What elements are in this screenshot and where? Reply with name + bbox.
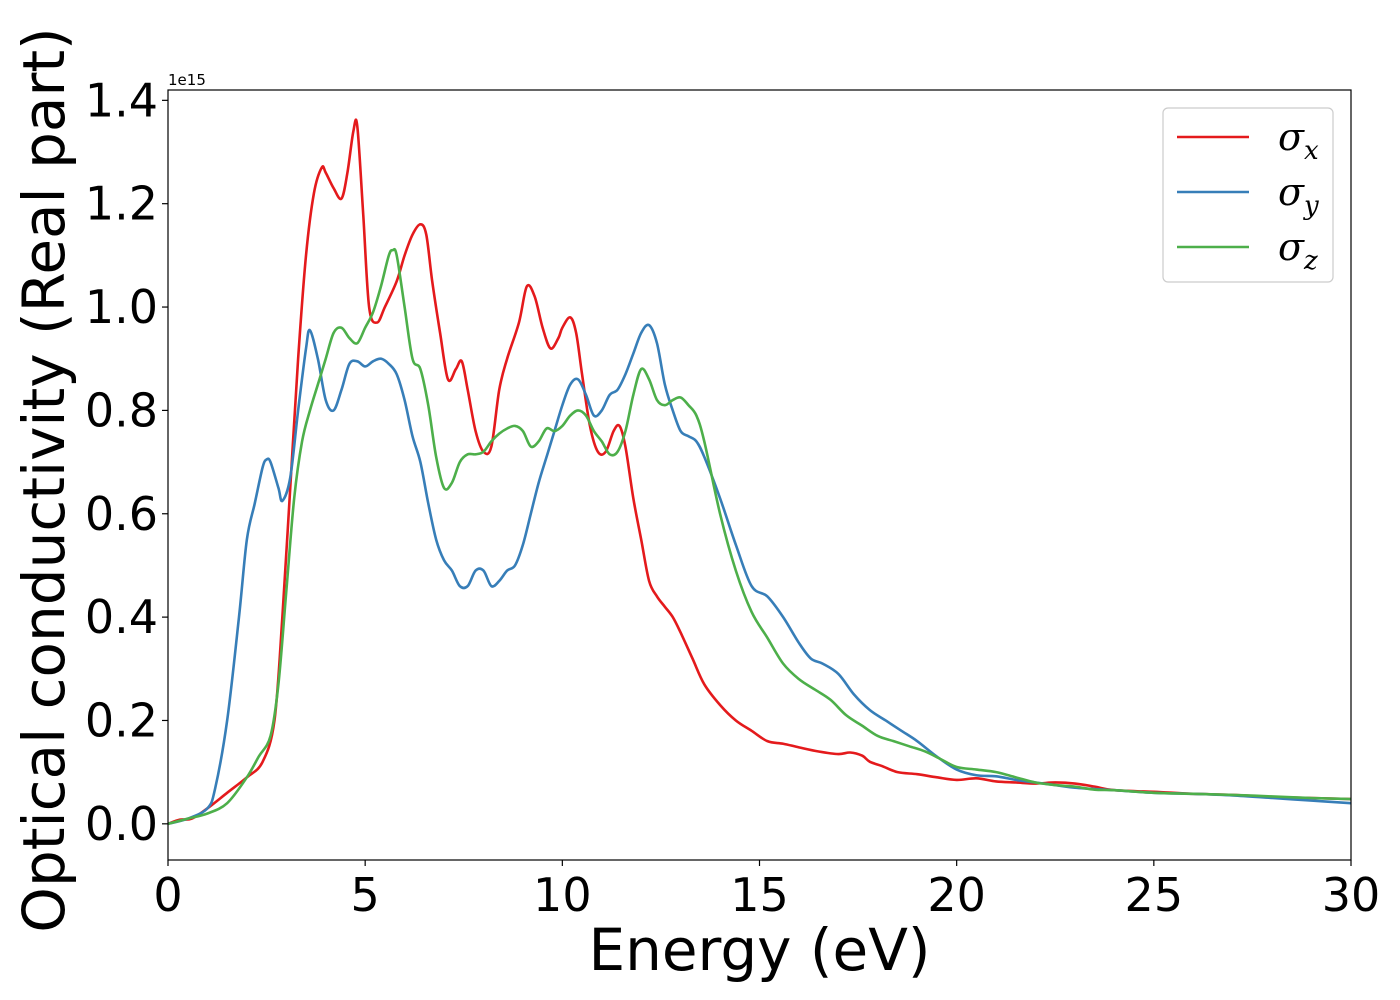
x-tick-label: 5 [351,868,380,922]
x-axis: 0 5 10 15 20 25 30 [153,860,1380,922]
legend-label-sigma-x: σx [1278,115,1319,166]
y-tick-label: 0.8 [85,383,158,437]
y-tick-label: 0.6 [85,487,158,541]
legend-label-sigma-y: σy [1278,170,1319,221]
y-offset-label: 1e15 [168,71,206,89]
y-tick-label: 1.0 [85,280,158,334]
y-tick-label: 0.0 [85,797,158,851]
x-tick-label: 25 [1125,868,1184,922]
x-tick-label: 10 [533,868,592,922]
y-tick-label: 1.4 [85,73,158,127]
y-tick-label: 0.4 [85,590,158,644]
series-layer [168,118,1351,826]
series-line-sigma-y [168,323,1351,826]
x-tick-label: 15 [730,868,789,922]
x-tick-label: 30 [1322,868,1381,922]
y-axis: 0.0 0.2 0.4 0.6 0.8 1.0 1.2 1.4 [85,73,168,851]
series-line-sigma-z [168,247,1351,826]
x-tick-label: 20 [927,868,986,922]
legend-label-sigma-z: σz [1278,225,1318,276]
y-tick-label: 1.2 [85,177,158,231]
y-axis-label: Optical conductivity (Real part) [10,27,78,932]
x-tick-label: 0 [153,868,182,922]
series-line-sigma-x [168,118,1351,826]
legend-box [1162,107,1334,283]
y-tick-label: 0.2 [85,693,158,747]
x-axis-label: Energy (eV) [588,916,930,984]
